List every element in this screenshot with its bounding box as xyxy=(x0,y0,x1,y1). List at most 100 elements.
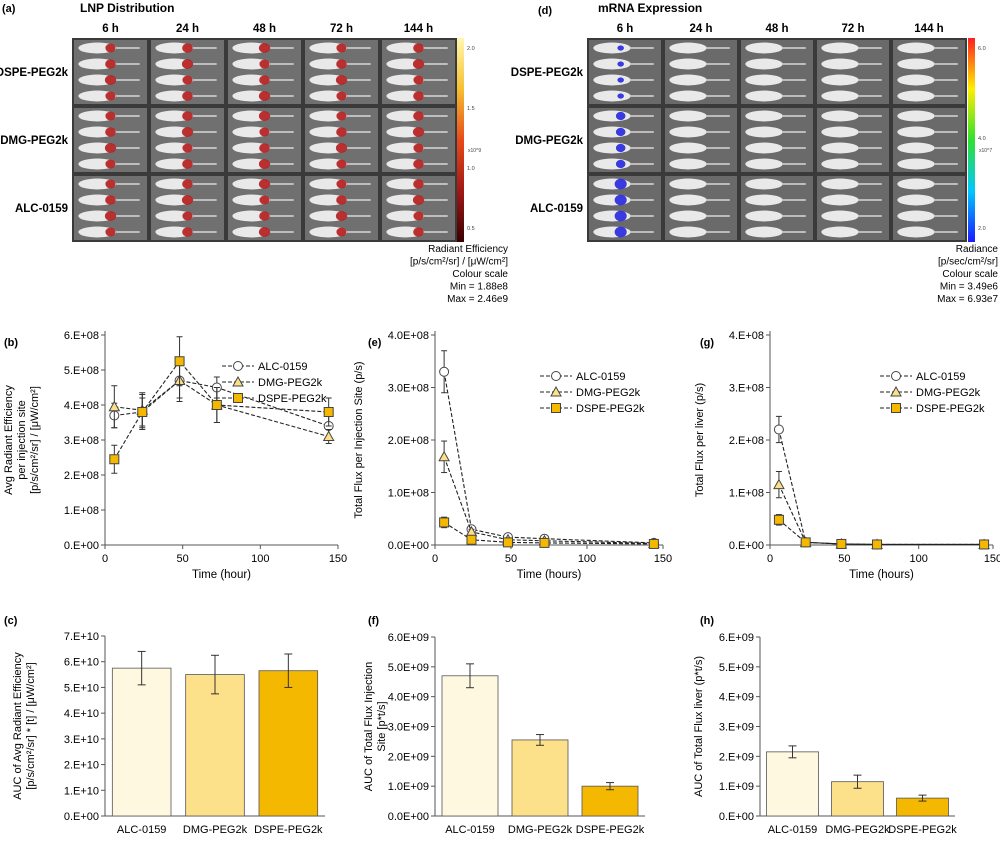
signal-spot xyxy=(259,143,270,153)
mouse-body xyxy=(745,210,783,222)
bar xyxy=(441,675,499,817)
y-tick-label: 5.E+10 xyxy=(64,682,99,694)
legend-label: DMG-PEG2k xyxy=(258,377,323,389)
y-tick-label: 2.E+09 xyxy=(719,751,754,763)
mouse-body xyxy=(821,142,859,154)
mouse-body xyxy=(745,194,783,206)
signal-spot xyxy=(615,143,626,153)
mouse-body xyxy=(669,90,707,102)
mouse-body xyxy=(593,90,631,102)
marker-circle xyxy=(551,371,561,381)
y-axis-title: Total Flux per Injection Site (p/s) xyxy=(353,361,365,518)
marker-square xyxy=(233,393,243,403)
panel-label: (h) xyxy=(700,615,714,627)
y-tick-label: 4.E+09 xyxy=(719,692,754,704)
signal-spot xyxy=(617,45,624,51)
category-label: DSPE-PEG2k xyxy=(888,824,957,836)
colour-scale-legend-line: Min = 3.49e6 xyxy=(940,282,999,293)
legend-label: ALC-0159 xyxy=(258,361,308,373)
marker-circle xyxy=(439,366,450,377)
marker-square xyxy=(211,400,222,410)
signal-spot xyxy=(258,111,271,121)
category-label: ALC-0159 xyxy=(117,824,167,836)
y-axis-title: per injection site xyxy=(16,400,28,480)
marker-square xyxy=(174,356,185,367)
timepoint-label: 24 h xyxy=(176,23,199,35)
timepoint-label: 48 h xyxy=(253,23,276,35)
mouse-body xyxy=(821,178,859,190)
marker-square xyxy=(323,407,334,417)
x-tick-label: 50 xyxy=(505,553,517,565)
panel-label: (e) xyxy=(368,337,382,349)
marker-square xyxy=(137,407,148,417)
colour-scale-bar xyxy=(457,38,464,242)
mouse-body xyxy=(669,42,707,54)
panel-d-label: (d) xyxy=(538,5,552,17)
scale-tick-label: 6.0 xyxy=(978,46,986,52)
scale-unit-label: x10^9 xyxy=(468,148,481,154)
signal-spot xyxy=(617,77,624,83)
marker-square xyxy=(109,454,120,465)
colour-scale-legend-line: Max = 6.93e7 xyxy=(937,294,998,305)
y-tick-label: 1.E+08 xyxy=(64,505,99,517)
scale-unit-label: x10^7 xyxy=(979,148,992,154)
marker-triangle xyxy=(550,385,562,397)
y-tick-label: 6.E+08 xyxy=(64,330,99,342)
marker-square xyxy=(648,538,659,549)
group-label: DMG-PEG2k xyxy=(515,135,583,147)
y-tick-label: 3.E+10 xyxy=(64,734,99,746)
signal-spot xyxy=(182,111,193,121)
panel-label: (g) xyxy=(700,337,714,349)
signal-spot xyxy=(105,111,116,121)
panel-label: (b) xyxy=(4,337,18,349)
signal-spot xyxy=(335,211,348,221)
mouse-body xyxy=(745,58,783,70)
y-tick-label: 3.0E+08 xyxy=(388,383,429,395)
y-axis-title: Avg Radiant Efficiency xyxy=(3,385,15,495)
signal-spot xyxy=(413,91,424,101)
y-tick-label: 5.E+08 xyxy=(64,365,99,377)
mouse-body xyxy=(897,42,935,54)
mouse-body xyxy=(821,74,859,86)
x-axis-title: Time (hours) xyxy=(849,569,914,581)
mouse-body xyxy=(669,58,707,70)
y-tick-label: 2.E+08 xyxy=(729,435,764,447)
signal-spot xyxy=(614,178,627,190)
scale-tick-label: 1.0 xyxy=(467,166,475,172)
legend-label: DMG-PEG2k xyxy=(576,387,641,399)
signal-spot xyxy=(258,179,271,189)
chart-h-auc-flux-liver: (h) 0.E+00 1.E+09 2.E+09 3.E+09 4.E+09 5.E+09 6… xyxy=(693,615,957,836)
x-axis-title: Time (hours) xyxy=(517,569,582,581)
y-tick-label: 2.E+10 xyxy=(64,760,99,772)
y-tick-label: 0.E+00 xyxy=(729,540,764,552)
mouse-body xyxy=(669,142,707,154)
mouse-body xyxy=(897,226,935,238)
signal-spot xyxy=(336,91,347,101)
y-tick-label: 1.E+08 xyxy=(729,488,764,500)
mouse-body xyxy=(745,74,783,86)
signal-spot xyxy=(412,127,425,137)
group-label: ALC-0159 xyxy=(15,203,68,215)
legend-label: ALC-0159 xyxy=(916,371,966,383)
signal-spot xyxy=(105,127,116,137)
category-label: ALC-0159 xyxy=(445,824,495,836)
signal-spot xyxy=(181,195,194,205)
y-tick-label: 1.E+10 xyxy=(64,785,99,797)
signal-spot xyxy=(336,43,347,53)
signal-spot xyxy=(413,179,424,189)
mouse-body xyxy=(669,74,707,86)
signal-spot xyxy=(181,59,194,69)
mouse-body xyxy=(897,90,935,102)
y-tick-label: 0.0E+00 xyxy=(388,811,429,823)
y-tick-label: 4.E+08 xyxy=(729,330,764,342)
marker-square xyxy=(891,403,901,413)
y-tick-label: 4.0E+08 xyxy=(388,330,429,342)
scale-tick-label: 0.5 xyxy=(467,226,475,232)
y-axis-title: Site [p*t/s] xyxy=(376,701,388,751)
signal-spot xyxy=(259,127,270,137)
signal-spot xyxy=(258,227,271,237)
category-label: DMG-PEG2k xyxy=(508,824,573,836)
x-tick-label: 50 xyxy=(177,553,189,565)
signal-spot xyxy=(258,159,271,169)
signal-spot xyxy=(336,159,347,169)
